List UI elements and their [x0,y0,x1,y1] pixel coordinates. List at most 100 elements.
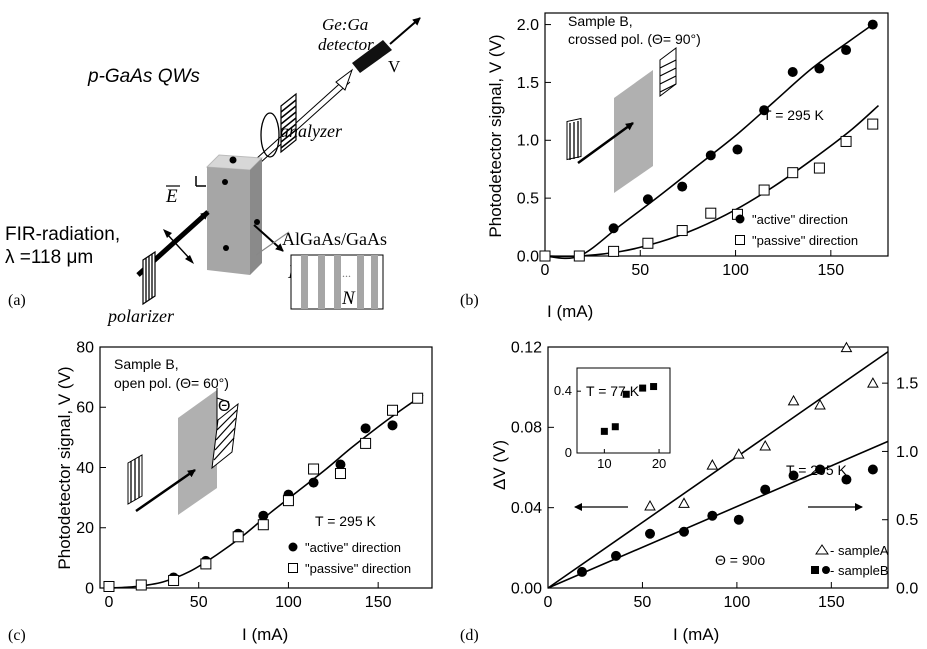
y-tick-label: 0.5 [517,190,539,207]
data-point-series-1 [387,404,399,416]
panel-b-inset-sketch [566,47,677,193]
panel-c-inset-sketch [127,388,239,515]
legend-marker-1 [288,563,298,573]
panel-b-temperature: T = 295 K [763,107,825,123]
fir-label-line1: FIR-radiation, [5,224,120,245]
x-tick-label: 50 [190,594,208,611]
beam-arrow [135,468,196,513]
sample-side-face [250,158,262,275]
fir-label-line2: λ =118 μm [5,247,93,268]
inset-data-point [611,423,619,431]
inset-y-tick-label: 0 [565,445,572,460]
data-point-series-1 [282,495,294,507]
panel-d-inset-plot: 10 20 0 0.4 [554,367,671,471]
x-tick-label: 0 [544,594,553,611]
y-tick-label: 0.04 [511,500,542,517]
data-point-series-1 [232,531,244,543]
panel-c-xlabel: I (mA) [242,625,288,644]
x-tick-label: 50 [634,594,652,611]
detector-v-label: V [388,57,401,76]
legend-label-1: "passive" direction [752,233,858,248]
plot-frame [544,12,889,257]
data-point-series-0 [678,497,690,508]
detector-output-arrow [389,17,421,45]
analyzer-lines [280,99,297,149]
data-point-series-0 [814,63,825,74]
panel-c-chart: (c) Sample B, open pol. (Θ= 60°) Θ T = 2… [8,339,433,644]
legend-label-sampleB: - sampleB [830,563,889,578]
panel-b-chart: (b) Sample B, crossed pol. (Θ= 90°) T = … [460,12,889,321]
x-tick-label: 0 [105,594,114,611]
y-tick-label: 2.0 [517,17,539,34]
panel-b-xlabel: I (mA) [547,302,593,321]
detector-label-line2: detector [318,35,374,54]
data-point-series-1 [135,579,147,591]
inset-data-point [650,383,658,391]
polarizer-icon-lines [130,457,140,502]
data-point-series-1 [787,167,799,179]
data-point-series-0 [759,105,770,116]
y-tick-label: 60 [76,400,94,417]
legend-marker-sampleB-inset [811,566,819,574]
data-point-series-1 [360,437,372,449]
panel-b-annotation-line2: crossed pol. (Θ= 90°) [568,31,701,47]
rotation-ellipse [260,112,280,158]
y-tick-label: 80 [76,339,94,356]
quantum-wells [301,255,378,309]
data-point-series-0 [308,477,319,488]
structure-leader [255,231,290,256]
contact-dot [222,179,228,185]
data-point-series-1 [168,574,180,586]
detector-label-line1: Ge:Ga [322,15,368,34]
panel-b-annotation-line1: Sample B, [568,13,633,29]
panel-d-legend: - sampleA - sampleB [811,543,889,578]
data-point-series-1 [788,470,799,481]
inset-y-tick-label: 0.4 [554,383,572,398]
contact-dot [223,245,229,251]
fit-curve-0 [108,394,424,589]
data-point-series-1 [707,510,718,521]
fit-curve-0 [547,351,889,589]
inset-x-tick-label: 20 [652,456,666,471]
x-tick-label: 100 [722,262,749,279]
data-point-series-1 [815,464,825,475]
beam-open-arrowhead [335,68,354,91]
contact-dot [254,219,260,225]
panel-d-theta: Θ = 90o [715,552,765,568]
y-tick-label: 0.0 [517,248,539,265]
panel-c-ylabel: Photodetector signal, V (V) [55,366,74,569]
panel-d-xlabel: I (mA) [673,625,719,644]
data-point-series-1 [758,184,770,196]
y2-tick-label: 0.5 [896,512,918,529]
data-point-series-1 [645,528,655,539]
data-point-series-1 [200,558,212,570]
inset-data-point [639,384,647,392]
x-tick-label: 50 [631,262,649,279]
data-point-series-0 [840,341,853,353]
data-point-series-1 [840,135,852,147]
y-tick-label: 0.12 [511,339,542,356]
data-point-series-1 [573,250,585,262]
data-point-series-0 [608,223,619,234]
data-point-series-0 [732,448,745,459]
detector-body [352,40,392,73]
data-point-series-1 [867,118,879,130]
data-point-series-1 [611,550,621,561]
fit-curve-1 [547,440,889,589]
legend-marker-0 [288,542,298,552]
inset-data-point [600,427,608,435]
data-point-series-1 [539,250,551,262]
y2-tick-label: 1.5 [896,375,918,392]
analyzer-icon-lines [213,409,238,461]
beam-line-b [249,81,351,173]
legend-label-sampleA: - sampleA [830,543,889,558]
data-point-series-0 [787,67,798,78]
data-point-series-1 [308,463,320,475]
fit-curve-1 [544,104,880,258]
legend-marker-sampleB [822,566,830,574]
panel-d-ylabel: ΔV (V) [490,440,509,490]
data-point-series-0 [814,398,826,410]
structure-label: AlGaAs/GaAs [282,229,387,249]
panel-c-theta: Θ [218,398,230,415]
